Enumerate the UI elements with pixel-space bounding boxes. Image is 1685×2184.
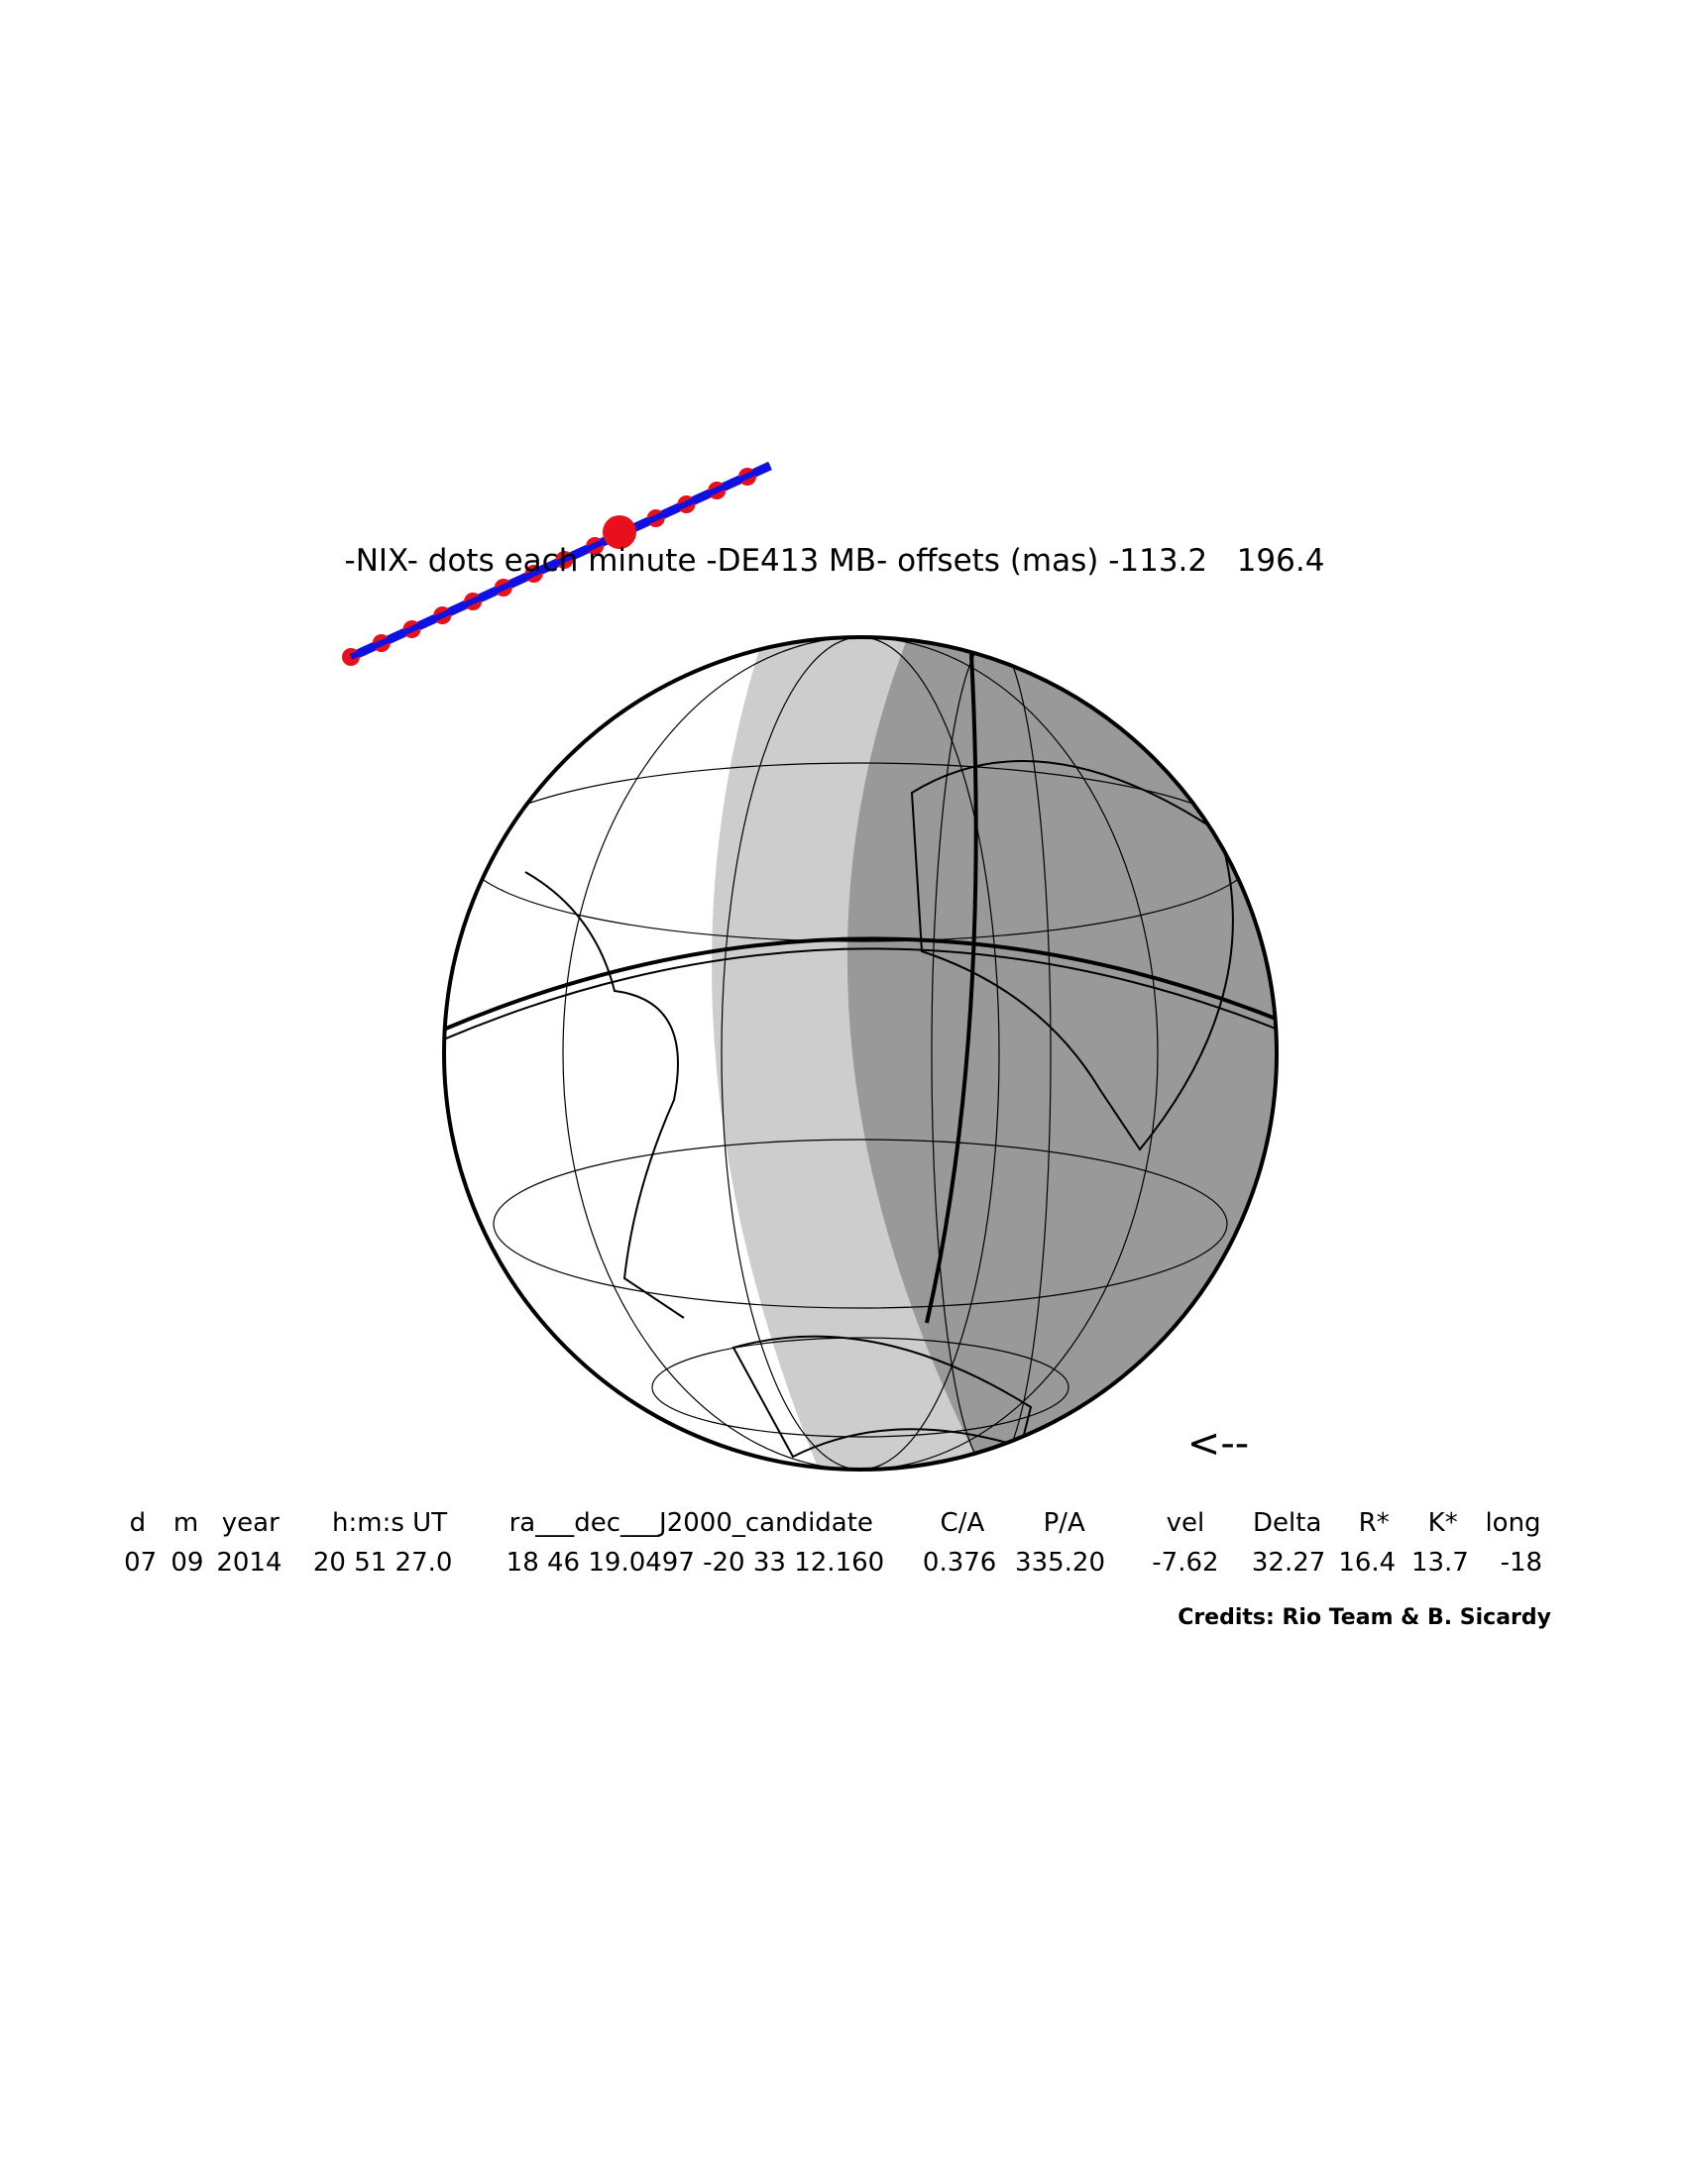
equator	[444, 936, 1277, 1033]
column-header: Delta	[1253, 1508, 1321, 1538]
cell-value: 07	[124, 1548, 157, 1578]
map-title: -NIX- dots each minute -DE413 MB- offset…	[345, 543, 1325, 579]
globe	[442, 635, 1279, 1472]
graticule	[463, 637, 1258, 1470]
cell-value: 20 51 27.0	[313, 1548, 453, 1578]
column-header: d	[130, 1508, 147, 1538]
coastlines	[524, 760, 1234, 1459]
cell-value: 32.27	[1252, 1548, 1325, 1578]
direction-arrow: <--	[1187, 1421, 1249, 1467]
central-instant-dot	[603, 515, 636, 549]
column-header: R*	[1359, 1508, 1390, 1538]
cell-value: 18 46 19.0497 -20 33 12.160	[506, 1548, 885, 1578]
cell-value: 16.4	[1338, 1548, 1396, 1578]
credits: Credits: Rio Team & B. Sicardy	[1178, 1605, 1551, 1630]
column-header: m	[173, 1508, 198, 1538]
central-line	[444, 947, 1277, 1041]
night-zone	[846, 637, 1277, 1470]
track-line	[349, 463, 772, 660]
column-header: vel	[1167, 1508, 1205, 1538]
cell-value: -7.62	[1152, 1548, 1218, 1578]
cell-value: 09	[170, 1548, 203, 1578]
column-header: long	[1485, 1508, 1540, 1538]
column-header: ra___dec___J2000_candidate	[509, 1508, 873, 1538]
globe-outline	[442, 635, 1279, 1472]
cell-value: -18	[1501, 1548, 1542, 1578]
column-header: year	[222, 1508, 280, 1538]
column-header: P/A	[1044, 1508, 1085, 1538]
event-table: d m year h:m:s UT ra___dec___J2000_candidate…	[124, 1508, 1542, 1578]
meridian	[925, 653, 978, 1324]
column-header: K*	[1428, 1508, 1458, 1538]
shadow-track	[342, 461, 772, 666]
cell-value: 0.376	[923, 1548, 996, 1578]
cell-value: 13.7	[1411, 1548, 1469, 1578]
cell-value: 335.20	[1015, 1548, 1105, 1578]
column-header: h:m:s UT	[332, 1508, 447, 1538]
column-header: C/A	[941, 1508, 985, 1538]
cell-value: 2014	[216, 1548, 281, 1578]
